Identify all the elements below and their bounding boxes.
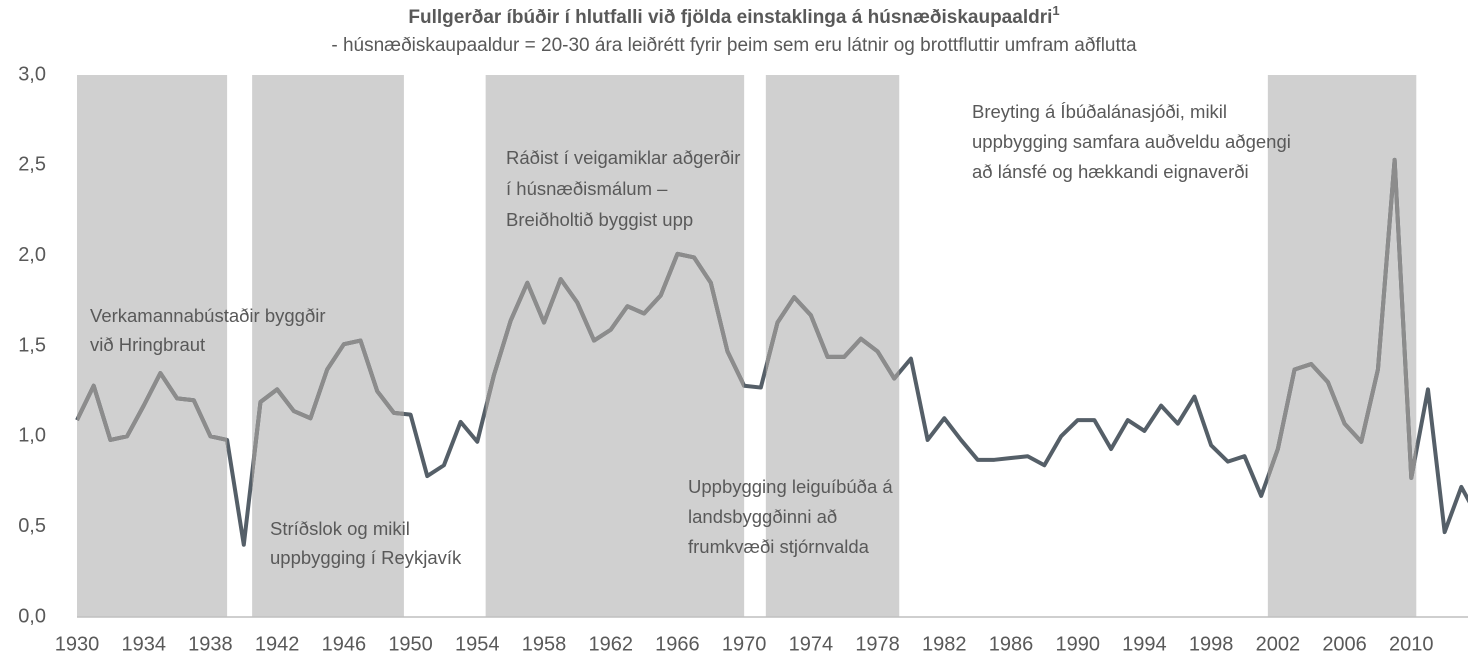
x-tick-label: 1970 [722, 633, 767, 655]
shaded-period [252, 75, 404, 617]
x-tick-label: 1966 [655, 633, 700, 655]
x-tick-label: 2002 [1256, 633, 1301, 655]
x-tick-label: 1950 [388, 633, 433, 655]
annotation-line: Ráðist í veigamiklar aðgerðir [506, 147, 740, 168]
x-tick-label: 1982 [922, 633, 967, 655]
annotation-line: landsbyggðinni að [688, 506, 837, 527]
x-tick-label: 1998 [1189, 633, 1234, 655]
annotation-line: Stríðslok og mikil [270, 518, 410, 539]
annotation-line: að lánsfé og hækkandi eignaverði [972, 161, 1249, 182]
chart-title: Fullgerðar íbúðir í hlutfalli við fjölda… [408, 3, 1059, 28]
x-tick-label: 2010 [1389, 633, 1434, 655]
shaded-period [765, 75, 900, 617]
y-tick-label: 0,5 [18, 515, 46, 537]
y-tick-label: 0,0 [18, 605, 46, 627]
x-tick-label: 1958 [522, 633, 567, 655]
x-tick-label: 1938 [188, 633, 233, 655]
x-tick-label: 1994 [1122, 633, 1167, 655]
annotation-line: uppbygging samfara auðveldu aðgengi [972, 131, 1291, 152]
x-tick-label: 1978 [855, 633, 900, 655]
title-note: 1 [1052, 3, 1059, 18]
annotation: Uppbygging leiguíbúða á landsbyggðinni a… [688, 476, 893, 557]
annotation-line: Breiðholtið byggist upp [506, 209, 693, 230]
title-text: Fullgerðar íbúðir í hlutfalli við fjölda… [408, 7, 1052, 28]
annotation: Ráðist í veigamiklar aðgerðir í húsnæðis… [506, 147, 740, 230]
annotation: Stríðslok og mikil uppbygging í Reykjaví… [270, 518, 462, 568]
annotation-line: Verkamannabústaðir byggðir [90, 305, 326, 326]
annotation-line: uppbygging í Reykjavík [270, 547, 462, 568]
x-tick-label: 1946 [322, 633, 367, 655]
x-tick-label: 1962 [588, 633, 633, 655]
x-tick-label: 2006 [1322, 633, 1367, 655]
annotation-line: Uppbygging leiguíbúða á [688, 476, 893, 497]
chart-subtitle: - húsnæðiskaupaaldur = 20-30 ára leiðrét… [331, 35, 1137, 56]
x-tick-label: 1934 [121, 633, 166, 655]
annotation: Verkamannabústaðir byggðir við Hringbrau… [90, 305, 326, 355]
y-tick-label: 3,0 [18, 63, 46, 85]
x-tick-label: 1974 [789, 633, 834, 655]
y-tick-label: 2,0 [18, 244, 46, 266]
x-tick-label: 1986 [989, 633, 1034, 655]
x-tick-label: 1942 [255, 633, 300, 655]
y-tick-label: 2,5 [18, 154, 46, 176]
shaded-period [1267, 75, 1417, 617]
annotation-line: frumkvæði stjórnvalda [688, 536, 870, 557]
annotation-line: við Hringbraut [90, 334, 205, 355]
y-tick-label: 1,0 [18, 425, 46, 447]
lines [75, 157, 1468, 547]
annotation-line: í húsnæðismálum – [506, 178, 668, 199]
x-tick-label: 1990 [1055, 633, 1100, 655]
y-tick-label: 1,5 [18, 334, 46, 356]
x-tick-label: 1954 [455, 633, 500, 655]
shaded-period [485, 75, 745, 617]
annotation: Breyting á Íbúðalánasjóði, mikil uppbygg… [972, 101, 1291, 182]
shaded-periods [77, 75, 1417, 617]
x-tick-label: 1930 [55, 633, 100, 655]
shaded-period [77, 75, 228, 617]
annotation-line: Breyting á Íbúðalánasjóði, mikil [972, 101, 1227, 122]
